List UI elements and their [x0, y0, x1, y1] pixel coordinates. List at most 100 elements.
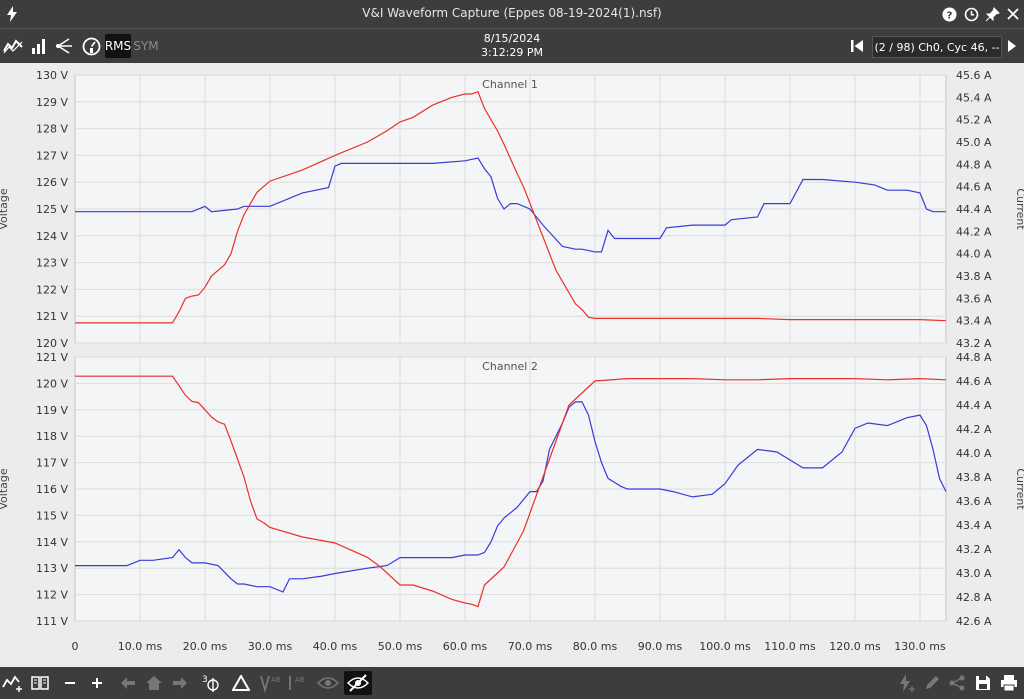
print-icon[interactable] — [997, 671, 1021, 695]
y-tick-label: 127 V — [36, 149, 68, 162]
y-tick-label: 120 V — [36, 337, 68, 350]
voltage-series — [75, 157, 946, 253]
x-tick-label: 110.0 ms — [764, 640, 816, 653]
y-tick-label: 114 V — [36, 536, 68, 549]
current-label-icon[interactable]: AB — [285, 671, 309, 695]
y-tick-label: 119 V — [36, 404, 68, 417]
waveform-icon[interactable] — [2, 34, 24, 58]
y-tick-label: 112 V — [36, 589, 68, 602]
home-icon[interactable] — [142, 671, 166, 695]
close-icon[interactable] — [1004, 5, 1022, 23]
eye-icon[interactable] — [316, 671, 340, 695]
zoom-in-icon[interactable] — [85, 671, 109, 695]
y2-tick-label: 43.8 A — [956, 270, 992, 283]
rms-toggle[interactable]: RMS — [105, 34, 131, 58]
arrow-left-icon[interactable] — [116, 671, 140, 695]
lightning-add-icon[interactable] — [895, 671, 919, 695]
phasor-icon[interactable] — [54, 34, 76, 58]
y2-tick-label: 44.2 A — [956, 423, 992, 436]
y2-tick-label: 43.8 A — [956, 471, 992, 484]
current-series — [75, 90, 947, 324]
svg-text:AB: AB — [295, 676, 305, 684]
x-tick-label: 50.0 ms — [378, 640, 423, 653]
y2-tick-label: 45.4 A — [956, 91, 992, 104]
capture-time: 3:12:29 PM — [480, 46, 544, 59]
y-tick-label: 118 V — [36, 430, 68, 443]
x-tick-label: 70.0 ms — [508, 640, 553, 653]
pin-icon[interactable] — [983, 5, 1001, 23]
sym-toggle[interactable]: SYM — [133, 39, 159, 53]
next-icon[interactable] — [1004, 34, 1020, 58]
y2-tick-label: 43.2 A — [956, 543, 992, 556]
y2-tick-label: 45.6 A — [956, 69, 992, 82]
y-tick-label: 121 V — [36, 351, 68, 364]
y-tick-label: 126 V — [36, 176, 68, 189]
y-tick-label: 125 V — [36, 203, 68, 216]
voltage-label-icon[interactable]: AB — [258, 671, 282, 695]
y2-tick-label: 44.6 A — [956, 181, 992, 194]
x-tick-label: 20.0 ms — [183, 640, 228, 653]
y-tick-label: 122 V — [36, 283, 68, 296]
current-series — [75, 375, 947, 608]
y2-tick-label: 44.2 A — [956, 225, 992, 238]
hide-icon[interactable] — [344, 671, 372, 695]
share-icon[interactable] — [945, 671, 969, 695]
three-phase-icon[interactable]: 3 — [199, 671, 223, 695]
pencil-icon[interactable] — [920, 671, 944, 695]
y-tick-label: 117 V — [36, 457, 68, 470]
plot-area: 120 V 121 V 122 V 123 V 124 V 125 V 126 V 127 V… — [0, 63, 1024, 667]
y-axis-label: Voltage — [0, 468, 10, 509]
x-tick-label: 40.0 ms — [313, 640, 358, 653]
y2-tick-label: 42.8 A — [956, 591, 992, 604]
lightning-icon[interactable] — [3, 5, 21, 23]
bar-chart-icon[interactable] — [28, 34, 50, 58]
x-tick-label: 0 — [72, 640, 79, 653]
svg-text:?: ? — [946, 10, 952, 21]
y2-tick-label: 44.4 A — [956, 399, 992, 412]
y2-tick-label: 44.8 A — [956, 158, 992, 171]
zoom-out-icon[interactable] — [58, 671, 82, 695]
y-axis-label: Voltage — [0, 188, 10, 229]
skip-to-start-icon[interactable] — [848, 34, 866, 58]
add-waveform-icon[interactable] — [1, 671, 25, 695]
x-tick-label: 30.0 ms — [248, 640, 293, 653]
y2-tick-label: 42.6 A — [956, 615, 992, 628]
capture-timestamp: 8/15/2024 3:12:29 PM — [450, 32, 574, 60]
x-tick-label: 60.0 ms — [443, 640, 488, 653]
y-tick-label: 128 V — [36, 123, 68, 136]
x-tick-label: 10.0 ms — [118, 640, 163, 653]
arrow-right-icon[interactable] — [168, 671, 192, 695]
book-icon[interactable] — [28, 671, 52, 695]
save-icon[interactable] — [971, 671, 995, 695]
y2-tick-label: 43.6 A — [956, 495, 992, 508]
y2-axis-label: Current — [1014, 188, 1024, 230]
y-tick-label: 120 V — [36, 377, 68, 390]
svg-text:AB: AB — [271, 676, 281, 684]
y2-tick-label: 44.6 A — [956, 375, 992, 388]
y-tick-label: 113 V — [36, 562, 68, 575]
toolbar: RMS SYM 8/15/2024 3:12:29 PM (2 / 98) Ch… — [0, 28, 1024, 64]
y2-tick-label: 43.4 A — [956, 315, 992, 328]
panel-title: Channel 1 — [482, 78, 538, 91]
x-tick-label: 90.0 ms — [638, 640, 683, 653]
gauge-icon[interactable] — [80, 34, 102, 58]
y2-tick-label: 45.0 A — [956, 136, 992, 149]
bottom-toolbar: 3 AB AB — [0, 667, 1024, 699]
history-icon[interactable] — [962, 5, 980, 23]
cycle-selector[interactable]: (2 / 98) Ch0, Cyc 46, -- — [872, 36, 1002, 58]
y-tick-label: 130 V — [36, 69, 68, 82]
window-title: V&I Waveform Capture (Eppes 08-19-2024(1… — [362, 6, 662, 20]
y-tick-label: 129 V — [36, 96, 68, 109]
delta-icon[interactable] — [229, 671, 253, 695]
y2-tick-label: 44.0 A — [956, 248, 992, 261]
title-bar: V&I Waveform Capture (Eppes 08-19-2024(1… — [0, 0, 1024, 28]
x-tick-label: 130.0 ms — [894, 640, 946, 653]
capture-date: 8/15/2024 — [483, 32, 541, 45]
y-tick-label: 115 V — [36, 509, 68, 522]
x-tick-label: 80.0 ms — [573, 640, 618, 653]
x-tick-label: 120.0 ms — [829, 640, 881, 653]
voltage-series — [75, 401, 947, 593]
y2-tick-label: 43.0 A — [956, 567, 992, 580]
help-icon[interactable]: ? — [940, 5, 958, 23]
